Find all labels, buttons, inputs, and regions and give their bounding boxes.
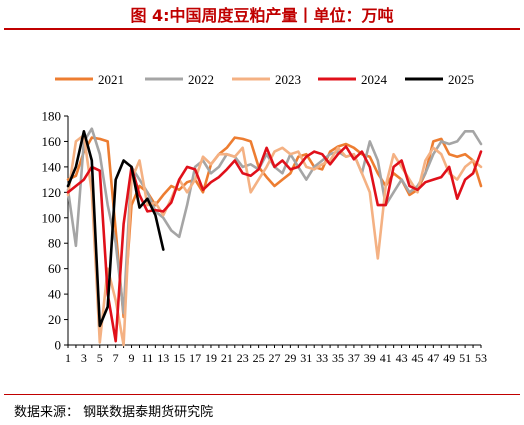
chart-title: 图 4:中国周度豆粕产量丨单位：万吨 bbox=[130, 6, 394, 25]
series-line-2024 bbox=[66, 145, 483, 343]
x-tick-label: 9 bbox=[129, 351, 135, 365]
y-tick-label: 160 bbox=[42, 134, 62, 149]
x-tick-label: 33 bbox=[316, 351, 328, 365]
x-tick-label: 45 bbox=[411, 351, 423, 365]
x-tick-label: 23 bbox=[237, 351, 249, 365]
chart-series bbox=[66, 127, 483, 347]
x-tick-label: 35 bbox=[332, 351, 344, 365]
legend-label-2021: 2021 bbox=[98, 72, 124, 87]
x-tick-label: 21 bbox=[221, 351, 233, 365]
y-tick-label: 180 bbox=[42, 109, 62, 124]
legend-label-2024: 2024 bbox=[361, 72, 388, 87]
x-tick-label: 19 bbox=[205, 351, 217, 365]
y-tick-label: 100 bbox=[42, 210, 62, 225]
y-tick-label: 60 bbox=[48, 261, 61, 276]
legend-label-2022: 2022 bbox=[188, 72, 214, 87]
y-tick-label: 20 bbox=[48, 312, 61, 327]
y-tick-label: 120 bbox=[42, 185, 62, 200]
x-tick-label: 7 bbox=[113, 351, 119, 365]
legend-label-2023: 2023 bbox=[275, 72, 301, 87]
x-tick-label: 15 bbox=[173, 351, 185, 365]
x-tick-label: 47 bbox=[427, 351, 439, 365]
x-tick-label: 11 bbox=[142, 351, 154, 365]
x-tick-label: 43 bbox=[396, 351, 408, 365]
x-tick-label: 39 bbox=[364, 351, 376, 365]
x-tick-label: 37 bbox=[348, 351, 360, 365]
series-line-2023 bbox=[66, 133, 483, 347]
y-tick-label: 0 bbox=[55, 338, 62, 353]
x-tick-label: 17 bbox=[189, 351, 201, 365]
source-note: 数据来源： 钢联数据泰期货研究院 bbox=[14, 405, 214, 420]
x-tick-label: 49 bbox=[443, 351, 455, 365]
title-divider bbox=[4, 28, 520, 30]
y-tick-label: 80 bbox=[48, 236, 61, 251]
series-line-2025 bbox=[66, 130, 165, 328]
x-tick-label: 27 bbox=[269, 351, 281, 365]
x-tick-label: 41 bbox=[380, 351, 392, 365]
chart-legend: 2021 2022 2023 2024 2025 bbox=[55, 72, 474, 87]
x-tick-label: 25 bbox=[253, 351, 265, 365]
y-tick-label: 40 bbox=[48, 287, 61, 302]
x-tick-label: 53 bbox=[475, 351, 487, 365]
x-tick-label: 3 bbox=[81, 351, 87, 365]
x-tick-label: 51 bbox=[459, 351, 471, 365]
x-tick-label: 31 bbox=[300, 351, 312, 365]
x-tick-label: 1 bbox=[65, 351, 71, 365]
legend-label-2025: 2025 bbox=[448, 72, 474, 87]
footer-divider bbox=[4, 394, 520, 395]
y-tick-label: 140 bbox=[42, 159, 62, 174]
x-tick-label: 29 bbox=[284, 351, 296, 365]
x-tick-label: 5 bbox=[97, 351, 103, 365]
x-tick-label: 13 bbox=[157, 351, 169, 365]
